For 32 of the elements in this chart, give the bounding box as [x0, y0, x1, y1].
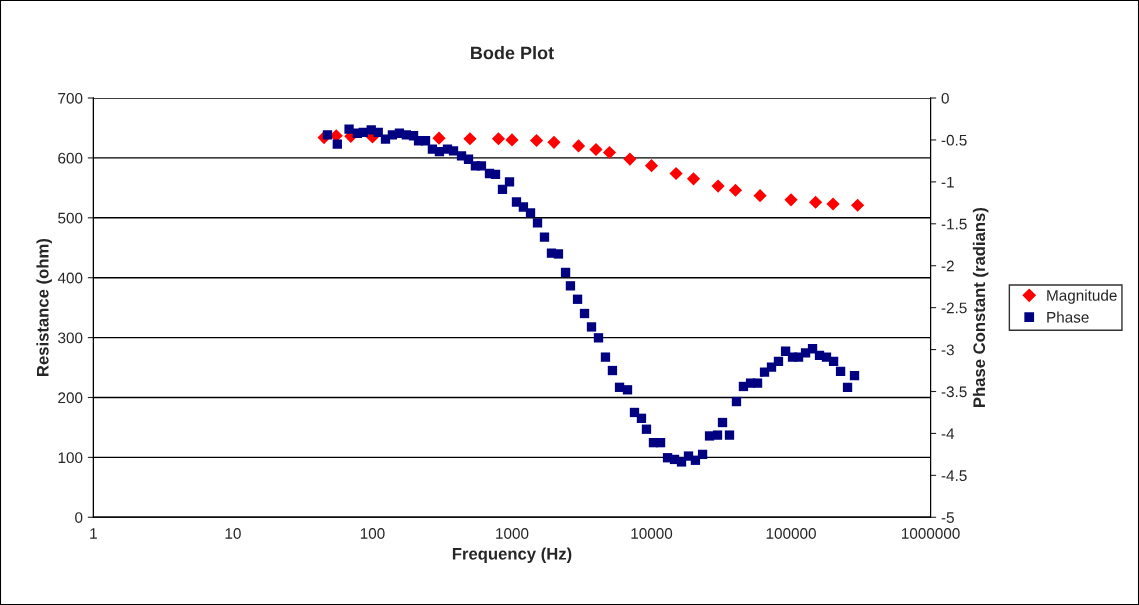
x-tick-label: 1000 — [496, 528, 529, 539]
y2-tick-label: -2 — [941, 260, 954, 272]
x-axis-title: Frequency (Hz) — [452, 547, 572, 564]
chart-title: Bode Plot — [471, 46, 554, 60]
legend-label: Phase — [1047, 311, 1089, 323]
y2-tick-label: -3.5 — [941, 386, 967, 398]
y2-tick-label: -0.5 — [941, 134, 967, 146]
y2-tick-label: 0 — [941, 92, 949, 104]
x-tick-label: 100 — [360, 528, 385, 539]
y-tick-label: 700 — [58, 92, 83, 104]
legend-label: Magnitude — [1047, 289, 1117, 304]
x-tick-label: 10000 — [631, 528, 673, 539]
x-tick-label: 1 — [90, 528, 97, 539]
y2-tick-label: -3 — [941, 344, 954, 356]
y-axis-title: Resistance (ohm) — [36, 239, 52, 376]
x-tick-label: 10 — [225, 528, 241, 539]
y2-tick-label: -1.5 — [941, 218, 967, 230]
y-tick-label: 100 — [58, 452, 83, 464]
y-tick-label: 200 — [58, 392, 83, 404]
y-tick-label: 300 — [58, 332, 83, 344]
y-tick-label: 400 — [57, 272, 83, 284]
y-tick-label: 500 — [58, 212, 83, 224]
y2-tick-label: -4.5 — [941, 470, 967, 482]
y2-tick-label: -1 — [941, 176, 954, 188]
y2-tick-label: -5 — [941, 512, 954, 523]
y2-tick-label: -4 — [941, 428, 955, 439]
y-tick-label: 0 — [75, 512, 83, 523]
y2-axis-title: Phase Constant (radians) — [972, 207, 989, 407]
y-tick-label: 600 — [58, 152, 83, 164]
x-tick-label: 100000 — [766, 528, 816, 539]
x-tick-label: 1000000 — [901, 528, 960, 539]
y2-tick-label: -2.5 — [941, 302, 967, 314]
